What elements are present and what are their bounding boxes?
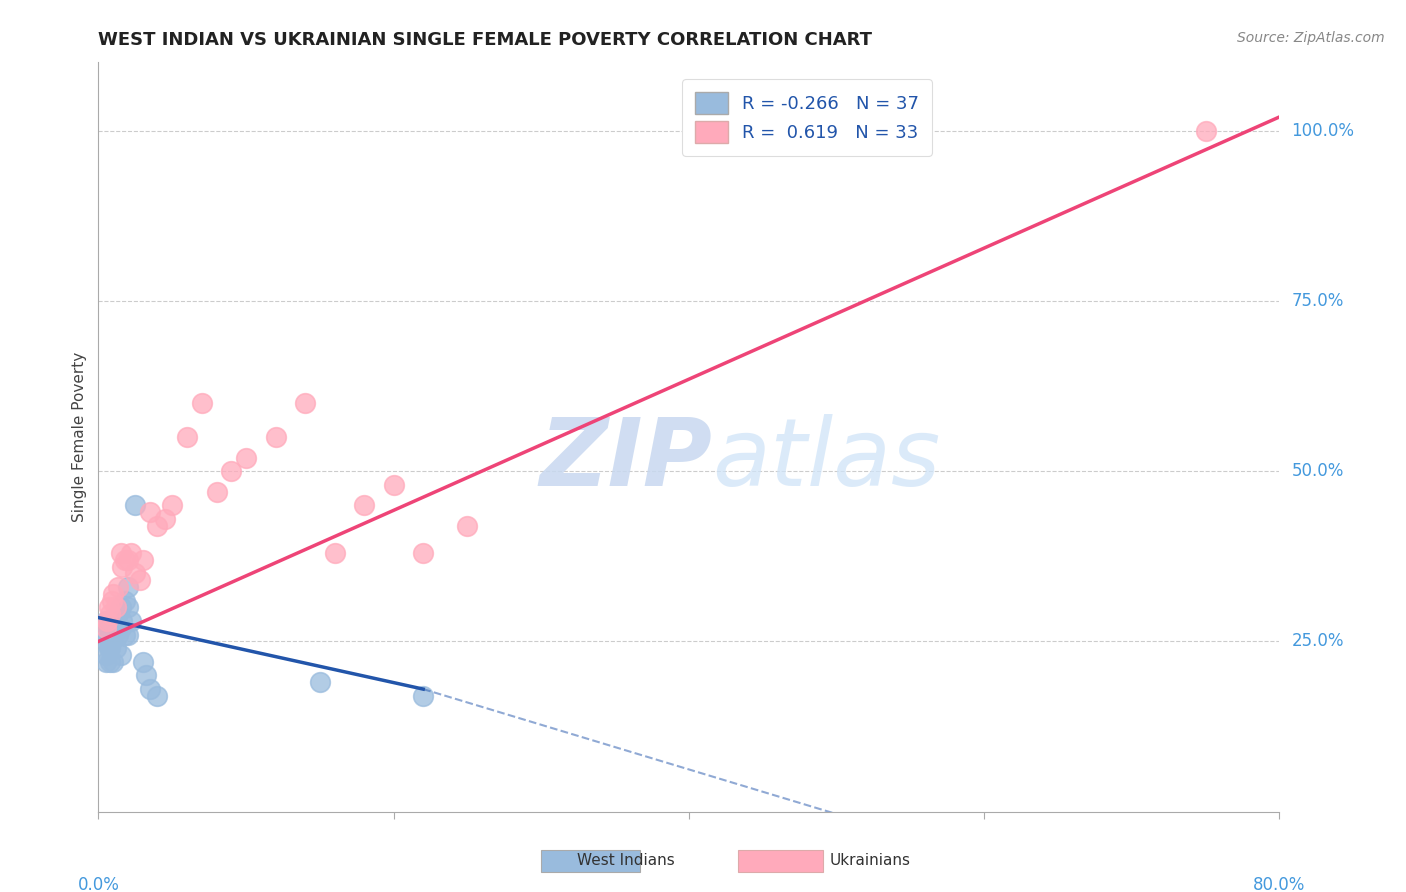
Point: [117, 627, 139, 641]
Point: [110, 600, 132, 615]
Legend: R = -0.266   N = 37, R =  0.619   N = 33: R = -0.266 N = 37, R = 0.619 N = 33: [682, 79, 932, 155]
Point: [353, 498, 375, 512]
Text: 25.0%: 25.0%: [1291, 632, 1344, 650]
Point: [98, 655, 121, 669]
Point: [97, 641, 120, 656]
Point: [117, 580, 139, 594]
Text: ZIP: ZIP: [540, 414, 713, 506]
Text: 80.0%: 80.0%: [1253, 877, 1306, 892]
Point: [382, 477, 405, 491]
Text: 0.0%: 0.0%: [77, 877, 120, 892]
Point: [124, 498, 146, 512]
Point: [111, 614, 134, 628]
Point: [117, 600, 139, 615]
Point: [105, 641, 128, 656]
Point: [221, 464, 243, 478]
Point: [110, 546, 132, 560]
Point: [132, 655, 155, 669]
Point: [94, 621, 117, 635]
Point: [191, 396, 214, 410]
Point: [457, 518, 479, 533]
Point: [103, 614, 125, 628]
Point: [107, 580, 129, 594]
Point: [97, 621, 120, 635]
Point: [100, 621, 122, 635]
Point: [1195, 123, 1218, 137]
Point: [412, 546, 434, 560]
Point: [94, 655, 117, 669]
Point: [107, 627, 129, 641]
Text: 75.0%: 75.0%: [1291, 292, 1344, 310]
Text: West Indians: West Indians: [576, 854, 675, 868]
Point: [139, 505, 162, 519]
Point: [162, 498, 183, 512]
Y-axis label: Single Female Poverty: Single Female Poverty: [72, 352, 87, 522]
Point: [107, 607, 129, 622]
Point: [205, 484, 228, 499]
Text: atlas: atlas: [713, 414, 941, 505]
Point: [103, 627, 125, 641]
Point: [111, 559, 134, 574]
Point: [153, 512, 176, 526]
Point: [98, 627, 121, 641]
Point: [97, 600, 120, 615]
Point: [309, 675, 332, 690]
Point: [97, 634, 120, 648]
Point: [264, 430, 287, 444]
Point: [124, 566, 146, 581]
Point: [135, 668, 157, 682]
Point: [96, 614, 118, 628]
Point: [146, 689, 169, 703]
Point: [94, 648, 117, 662]
Point: [98, 607, 121, 622]
Point: [105, 621, 128, 635]
Point: [235, 450, 257, 465]
Point: [114, 552, 136, 566]
Text: 100.0%: 100.0%: [1291, 121, 1354, 139]
Point: [110, 621, 132, 635]
Point: [114, 627, 136, 641]
Point: [146, 518, 169, 533]
Point: [120, 546, 142, 560]
Point: [294, 396, 316, 410]
Point: [100, 634, 122, 648]
Point: [132, 552, 155, 566]
Point: [128, 573, 150, 587]
Text: 50.0%: 50.0%: [1291, 462, 1344, 480]
Point: [323, 546, 346, 560]
Point: [94, 627, 117, 641]
Point: [139, 682, 162, 697]
Point: [110, 648, 132, 662]
Point: [103, 655, 125, 669]
Point: [114, 593, 136, 607]
Text: Source: ZipAtlas.com: Source: ZipAtlas.com: [1237, 31, 1385, 45]
Point: [412, 689, 434, 703]
Text: Ukrainians: Ukrainians: [830, 854, 911, 868]
Point: [94, 614, 117, 628]
Point: [120, 614, 142, 628]
Point: [94, 634, 117, 648]
Point: [117, 552, 139, 566]
Point: [100, 593, 122, 607]
Text: WEST INDIAN VS UKRAINIAN SINGLE FEMALE POVERTY CORRELATION CHART: WEST INDIAN VS UKRAINIAN SINGLE FEMALE P…: [98, 31, 872, 49]
Point: [105, 600, 128, 615]
Point: [98, 641, 121, 656]
Point: [176, 430, 198, 444]
Point: [103, 587, 125, 601]
